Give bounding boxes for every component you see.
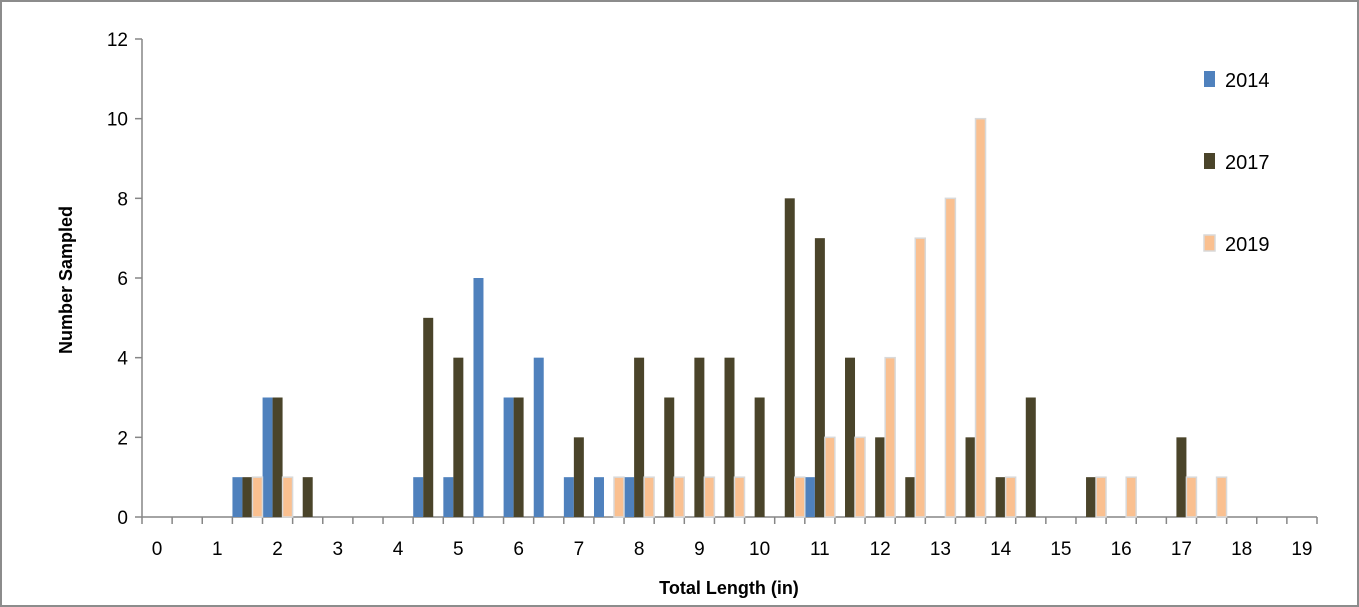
bar-2014-6.5 (533, 357, 544, 517)
bar-2017-8.5 (664, 397, 675, 517)
bar-2017-6 (513, 397, 524, 517)
bar-2014-2 (262, 397, 273, 517)
bar-2017-15.5 (1086, 477, 1097, 517)
y-tick-label: 6 (117, 269, 128, 290)
bar-2014-1.5 (232, 477, 243, 517)
y-axis: 0 2 4 6 8 10 12 (107, 30, 143, 529)
bar-2019-16 (1125, 476, 1137, 518)
bar-2017-10.5 (784, 198, 795, 518)
bar-2014-6 (503, 397, 514, 517)
legend-swatch-2019 (1203, 234, 1216, 252)
bar-2019-10.5 (794, 476, 806, 518)
bar-2019-12.5 (914, 237, 927, 518)
y-tick-label: 4 (117, 349, 128, 370)
x-tick-label: 15 (1050, 539, 1071, 560)
bar-2017-7 (573, 437, 584, 517)
bar-2019-11 (824, 436, 836, 518)
bar-2017-12.5 (905, 477, 916, 517)
x-axis-title: Total Length (in) (659, 578, 799, 598)
y-tick-label: 2 (117, 428, 128, 449)
bar-2017-9.5 (724, 357, 735, 517)
x-axis: 0 1 2 3 4 5 6 7 8 9 10 11 12 13 14 15 16 17 18 19 (141, 516, 1318, 560)
bar-2017-17 (1176, 437, 1187, 517)
x-tick-label: 19 (1291, 539, 1312, 560)
x-tick-label: 14 (990, 539, 1012, 560)
x-tick-label: 10 (749, 539, 770, 560)
bar-2017-1.5 (242, 477, 253, 517)
y-axis-title: Number Sampled (56, 206, 76, 354)
bar-2014-8 (624, 477, 635, 517)
bar-2017-11 (814, 238, 825, 517)
x-tick-label: 0 (152, 539, 163, 560)
bar-2017-14.5 (1025, 397, 1036, 517)
bar-2019-8.5 (673, 476, 685, 518)
bar-2017-2.5 (302, 477, 313, 517)
bar-2014-5.5 (473, 278, 484, 517)
bar-2017-9 (694, 357, 705, 517)
x-tick-label: 2 (272, 539, 283, 560)
y-tick-label: 0 (117, 508, 128, 529)
x-tick-label: 13 (930, 539, 951, 560)
legend-swatch-2014 (1204, 71, 1215, 87)
x-tick-label: 18 (1231, 539, 1252, 560)
bar-2014-7 (563, 477, 574, 517)
bar-2017-14 (995, 477, 1006, 517)
bar-2019-11.5 (854, 436, 866, 518)
bar-2017-11.5 (845, 357, 856, 517)
x-tick-label: 12 (870, 539, 891, 560)
bar-2019-7.5 (613, 476, 625, 518)
y-tick-label: 12 (107, 30, 128, 51)
bar-2019-14 (1004, 476, 1017, 518)
bar-2019-9 (703, 476, 716, 518)
x-tick-label: 8 (634, 539, 645, 560)
bar-2019-9.5 (733, 476, 746, 518)
x-tick-label: 3 (333, 539, 344, 560)
x-tick-label: 17 (1171, 539, 1192, 560)
bar-2017-8 (634, 357, 645, 517)
x-tick-label: 4 (393, 539, 404, 560)
y-tick-label: 8 (117, 189, 128, 210)
legend: 2014 2017 2019 (1203, 70, 1270, 256)
x-tick-label: 1 (212, 539, 223, 560)
x-tick-label: 7 (574, 539, 585, 560)
bar-2017-10 (754, 397, 765, 517)
bar-2019-8 (643, 476, 655, 518)
bar-2019-1.5 (251, 476, 264, 518)
bar-2014-7.5 (593, 477, 604, 517)
legend-label-2017: 2017 (1225, 152, 1270, 174)
y-tick-label: 10 (107, 110, 128, 131)
x-tick-label: 11 (810, 539, 830, 560)
x-tick-label: 6 (513, 539, 524, 560)
bar-2014-4.5 (413, 477, 424, 517)
bar-2019-13 (944, 197, 957, 518)
legend-label-2014: 2014 (1225, 70, 1270, 92)
bar-2019-12 (884, 356, 896, 518)
bar-2019-17 (1185, 476, 1198, 518)
x-tick-label: 9 (694, 539, 705, 560)
bar-2017-2 (272, 397, 283, 517)
bar-2019-13.5 (974, 117, 987, 518)
legend-swatch-2017 (1204, 153, 1215, 169)
x-tick-label: 5 (453, 539, 464, 560)
bar-2017-13.5 (965, 437, 976, 517)
bars (232, 117, 1228, 518)
bar-2017-12 (875, 437, 886, 517)
bar-2014-5 (443, 477, 454, 517)
bar-2017-4.5 (423, 317, 434, 517)
legend-label-2019: 2019 (1225, 234, 1270, 256)
bar-2014-11 (804, 477, 815, 517)
bar-2019-17.5 (1215, 476, 1228, 518)
bar-2017-5 (453, 357, 464, 517)
bar-2019-15.5 (1095, 476, 1107, 518)
bar-2019-2 (281, 476, 294, 518)
x-tick-label: 16 (1111, 539, 1132, 560)
